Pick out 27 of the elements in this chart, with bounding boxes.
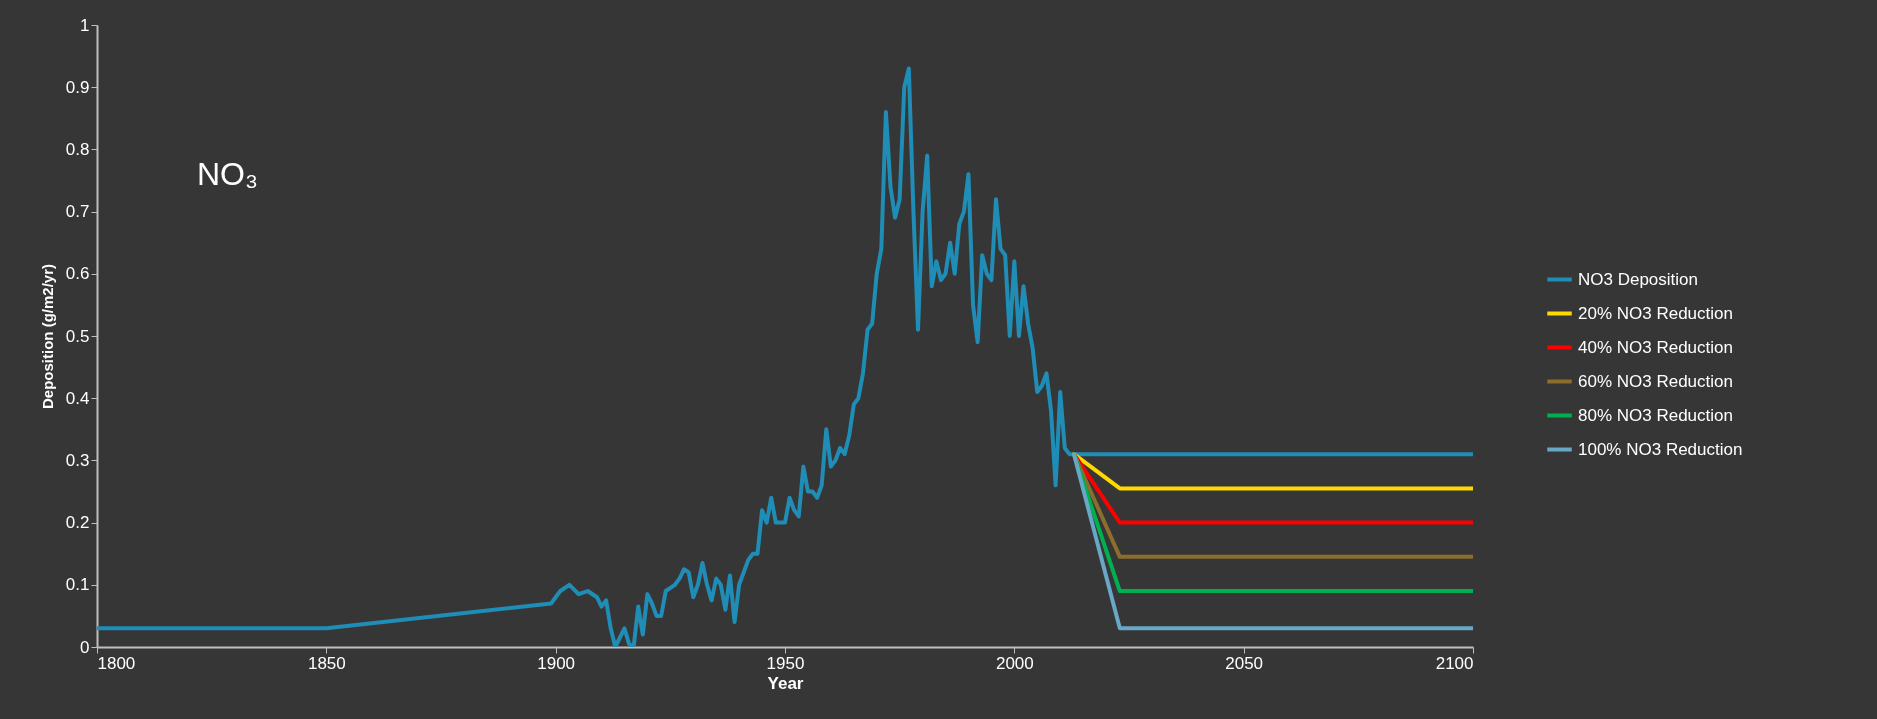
annotation: NO₃ <box>197 156 259 192</box>
x-tick-label: 1850 <box>307 653 346 673</box>
x-tick-label: 1900 <box>537 653 576 673</box>
y-tick-label: 0.2 <box>65 513 90 533</box>
x-tick-label: 1800 <box>97 653 136 673</box>
legend-label: 60% NO3 Reduction <box>1578 371 1733 391</box>
y-tick-label: 0.9 <box>65 77 90 97</box>
legend-label: 80% NO3 Reduction <box>1578 405 1733 425</box>
legend-label: 40% NO3 Reduction <box>1578 337 1733 357</box>
x-tick-label: 2100 <box>1435 653 1474 673</box>
y-tick-label: 0.6 <box>65 264 90 284</box>
x-axis-title: Year <box>767 673 804 693</box>
y-tick-label: 0.7 <box>65 202 90 222</box>
y-tick-label: 0.3 <box>65 450 90 470</box>
x-tick-label: 2000 <box>995 653 1034 673</box>
legend-label: 20% NO3 Reduction <box>1578 303 1733 323</box>
y-axis-title: Deposition (g/m2/yr) <box>38 263 56 410</box>
x-tick-label: 2050 <box>1225 653 1264 673</box>
y-tick-label: 0.4 <box>65 388 90 408</box>
x-tick-label: 1950 <box>766 653 805 673</box>
y-tick-label: 1 <box>80 15 90 35</box>
y-tick-label: 0.1 <box>65 575 90 595</box>
legend-label: NO3 Deposition <box>1578 269 1699 289</box>
y-tick-label: 0.5 <box>65 326 90 346</box>
legend-label: 100% NO3 Reduction <box>1578 439 1743 459</box>
y-tick-label: 0.8 <box>65 139 90 159</box>
y-tick-label: 0 <box>80 637 90 657</box>
